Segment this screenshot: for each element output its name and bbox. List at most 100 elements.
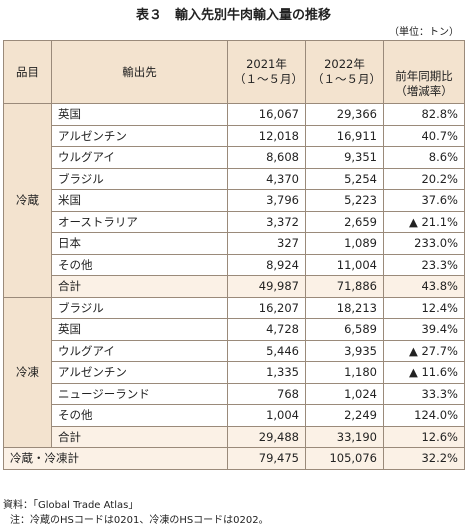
value-cell: 39.4%	[383, 318, 465, 341]
row: アルゼンチン 12,018 16,911 40.7%	[4, 124, 465, 147]
value-cell: 9,351	[305, 146, 384, 169]
header-text: 2022年	[324, 57, 365, 71]
row: 英国 4,728 6,589 39.4%	[4, 318, 465, 341]
value-cell: 5,254	[305, 167, 384, 190]
value-cell: 4,728	[227, 318, 306, 341]
value-cell: 8,608	[227, 146, 306, 169]
value-cell: 1,024	[305, 382, 384, 405]
value-cell: 4,370	[227, 167, 306, 190]
value-cell: 1,180	[305, 361, 384, 384]
title: 表３ 輸入先別牛肉輸入量の推移	[135, 8, 331, 23]
value-cell: 12.4%	[383, 296, 465, 319]
value-cell: 3,796	[227, 189, 306, 212]
value-cell: 6,589	[305, 318, 384, 341]
row: 冷蔵 英国 16,067 29,366 82.8%	[3, 103, 465, 298]
note: 資料：「Global Trade Atlas」	[3, 500, 139, 511]
value-cell: ▲ 21.1%	[383, 210, 465, 233]
value-cell: 16,911	[305, 124, 384, 147]
row-label: ブラジル	[51, 167, 228, 190]
row: 冷凍 ブラジル 16,207 18,213 12.4%	[3, 296, 465, 448]
row-label: 合計	[51, 275, 228, 298]
group-label: 冷蔵	[3, 103, 52, 298]
header-text: （１～５月）	[312, 72, 381, 86]
row-label: オーストラリア	[51, 210, 228, 233]
table: 品目 輸出先 2021年 （１～５月） 2022年 （１～５月） 前年同期比 （増減率…	[3, 40, 465, 470]
value-cell: 11,004	[305, 253, 384, 276]
row: ウルグアイ 8,608 9,351 8.6%	[4, 146, 465, 169]
value-cell: ▲ 27.7%	[383, 339, 465, 362]
value-cell: 5,446	[227, 339, 306, 362]
value-cell: 33.3%	[383, 382, 465, 405]
total-row: 合計 49,987 71,886 43.8%	[4, 275, 465, 298]
value-cell: 327	[227, 232, 306, 255]
row-label: アルゼンチン	[51, 361, 228, 384]
header-cell: 品目	[3, 40, 52, 104]
value-cell: 2,659	[305, 210, 384, 233]
value-cell: 37.6%	[383, 189, 465, 212]
row-label: ウルグアイ	[51, 146, 228, 169]
row: オーストラリア 3,372 2,659 ▲ 21.1%	[4, 210, 465, 233]
row: その他 1,004 2,249 124.0%	[4, 404, 465, 427]
row: アルゼンチン 1,335 1,180 ▲ 11.6%	[4, 361, 465, 384]
grand-total-row: 冷蔵・冷凍計 79,475 105,076 32.2%	[3, 447, 465, 470]
value-cell: 3,372	[227, 210, 306, 233]
row: 米国 3,796 5,223 37.6%	[4, 189, 465, 212]
row-label: その他	[51, 404, 228, 427]
header-cell: 2021年 （１～５月）	[227, 40, 306, 104]
value-cell: 71,886	[305, 275, 384, 298]
value-cell: 3,935	[305, 339, 384, 362]
value-cell: 5,223	[305, 189, 384, 212]
value-cell: 1,004	[227, 404, 306, 427]
row-label: 冷蔵・冷凍計	[3, 447, 228, 470]
value-cell: 768	[227, 382, 306, 405]
table-body: 冷蔵 英国 16,067 29,366 82.8% アルゼンチン 12,018 16,911 4…	[3, 103, 465, 470]
value-cell: ▲ 11.6%	[383, 361, 465, 384]
row-label: その他	[51, 253, 228, 276]
row-label: 英国	[51, 318, 228, 341]
header-text: （１～５月）	[234, 72, 303, 86]
row-label: ウルグアイ	[51, 339, 228, 362]
value-cell: 33,190	[305, 425, 384, 448]
row-label: 日本	[51, 232, 228, 255]
header-row: 品目 輸出先 2021年 （１～５月） 2022年 （１～５月） 前年同期比 （増減率…	[3, 40, 465, 104]
value-cell: 40.7%	[383, 124, 465, 147]
value-cell: 79,475	[227, 447, 306, 470]
row-label: 合計	[51, 425, 228, 448]
value-cell: 16,207	[227, 296, 306, 319]
header-cell: 輸出先	[51, 40, 228, 104]
header-text: （増減率）	[395, 84, 453, 98]
row-label: 英国	[51, 103, 228, 126]
value-cell: 82.8%	[383, 103, 465, 126]
value-cell: 124.0%	[383, 404, 465, 427]
row: その他 8,924 11,004 23.3%	[4, 253, 465, 276]
value-cell: 23.3%	[383, 253, 465, 276]
header-cell: 2022年 （１～５月）	[305, 40, 384, 104]
value-cell: 49,987	[227, 275, 306, 298]
row-label: 米国	[51, 189, 228, 212]
row: ニュージーランド 768 1,024 33.3%	[4, 382, 465, 405]
unit: （単位：トン）	[389, 27, 459, 38]
group-label: 冷凍	[3, 296, 52, 448]
row: 日本 327 1,089 233.0%	[4, 232, 465, 255]
value-cell: 8.6%	[383, 146, 465, 169]
note: 注：冷蔵のHSコードは0201、冷凍のHSコードは0202。	[10, 515, 269, 526]
header-text: 前年同期比	[395, 69, 453, 83]
row: ブラジル 4,370 5,254 20.2%	[4, 167, 465, 190]
value-cell: 29,488	[227, 425, 306, 448]
value-cell: 8,924	[227, 253, 306, 276]
value-cell: 32.2%	[383, 447, 465, 470]
value-cell: 1,089	[305, 232, 384, 255]
value-cell: 16,067	[227, 103, 306, 126]
row: ウルグアイ 5,446 3,935 ▲ 27.7%	[4, 339, 465, 362]
total-row: 合計 29,488 33,190 12.6%	[4, 425, 465, 448]
value-cell: 43.8%	[383, 275, 465, 298]
value-cell: 29,366	[305, 103, 384, 126]
header-cell: 前年同期比 （増減率）	[383, 40, 465, 104]
row-label: アルゼンチン	[51, 124, 228, 147]
value-cell: 12.6%	[383, 425, 465, 448]
value-cell: 18,213	[305, 296, 384, 319]
row-label: ブラジル	[51, 296, 228, 319]
value-cell: 1,335	[227, 361, 306, 384]
value-cell: 233.0%	[383, 232, 465, 255]
